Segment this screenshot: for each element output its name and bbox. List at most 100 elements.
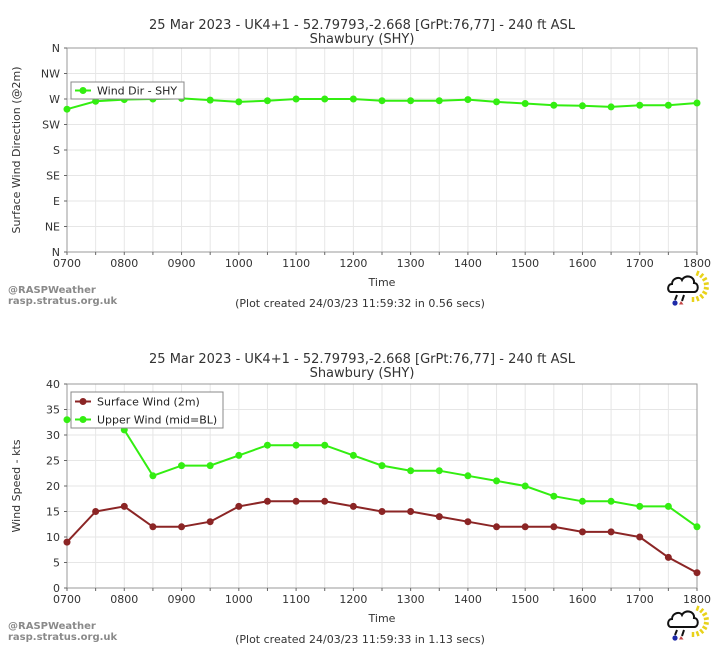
y-tick-label: NE — [45, 221, 60, 234]
data-point-0 — [607, 103, 615, 111]
x-tick-label: 0900 — [168, 257, 196, 270]
x-tick-label: 1100 — [282, 257, 310, 270]
sun-ray — [699, 607, 705, 614]
data-point-1 — [607, 497, 615, 505]
data-point-0 — [178, 523, 186, 531]
data-point-0 — [550, 523, 558, 531]
chart2-legend-box — [70, 391, 224, 429]
data-point-0 — [664, 553, 672, 561]
data-point-0 — [664, 101, 672, 109]
chart2-series — [63, 416, 701, 577]
sun-ray — [695, 270, 700, 277]
y-tick-label: 25 — [46, 455, 60, 468]
data-point-0 — [149, 523, 157, 531]
sun-ray — [701, 276, 708, 282]
y-tick-label: NW — [41, 68, 60, 81]
chart2-legend-swatch-upper-marker — [79, 416, 87, 423]
data-point-0 — [321, 497, 329, 505]
data-point-1 — [178, 462, 186, 470]
data-point-0 — [607, 528, 615, 536]
y-tick-label: 15 — [46, 506, 60, 519]
sun-ray — [703, 281, 709, 286]
rain-cloud-sun-icon — [667, 270, 709, 306]
chart1-legend-swatch-marker — [79, 87, 87, 94]
chart1-credit-handle: @RASPWeather — [8, 285, 96, 296]
sun-ray — [699, 272, 705, 279]
x-tick-label: 1000 — [225, 593, 253, 606]
chart1-title-line2: Shawbury (SHY) — [310, 32, 415, 47]
sun-ray — [701, 625, 708, 631]
data-point-0 — [378, 97, 386, 105]
data-point-0 — [263, 97, 271, 105]
chart1-series — [63, 94, 701, 113]
y-tick-label: 5 — [53, 557, 60, 570]
data-point-1 — [435, 467, 443, 475]
sun-ray — [695, 630, 700, 637]
sun-ray — [699, 628, 705, 635]
data-point-0 — [206, 518, 214, 526]
chart1-legend: Wind Dir - SHY — [70, 81, 185, 100]
data-point-0 — [636, 533, 644, 541]
data-point-1 — [149, 472, 157, 480]
y-tick-label: 0 — [53, 582, 60, 595]
chart2-legend-upper-label: Upper Wind (mid=BL) — [97, 414, 217, 427]
data-point-1 — [664, 502, 672, 510]
rain-drop-blue — [672, 300, 678, 306]
chart2-legend-swatch-surface-marker — [79, 398, 87, 405]
data-point-1 — [235, 451, 243, 459]
x-tick-label: 1500 — [511, 593, 539, 606]
x-tick-label: 1400 — [454, 257, 482, 270]
x-tick-label: 1500 — [511, 257, 539, 270]
data-point-0 — [521, 100, 529, 108]
data-point-1 — [349, 451, 357, 459]
data-point-0 — [92, 508, 100, 515]
sun-ray — [703, 286, 709, 291]
data-point-1 — [378, 462, 386, 470]
data-point-1 — [493, 477, 501, 485]
y-tick-label: 20 — [46, 480, 60, 493]
x-tick-label: 1700 — [626, 257, 654, 270]
y-tick-label: SW — [42, 119, 60, 132]
y-tick-label: E — [53, 195, 60, 208]
data-point-0 — [235, 98, 243, 106]
y-tick-label: S — [53, 144, 60, 157]
x-tick-label: 1300 — [397, 593, 425, 606]
data-point-0 — [292, 497, 300, 505]
data-point-0 — [550, 101, 558, 109]
data-point-1 — [263, 441, 271, 449]
chart1-y-axis-label: Surface Wind Direction (@2m) — [10, 66, 23, 233]
chart2-credit-handle: @RASPWeather — [8, 621, 96, 632]
chart1-gridlines — [66, 47, 698, 253]
chart1-x-axis-label: Time — [368, 276, 396, 289]
chart1-x-ticks: 0700 0800 0900 1000 1100 1200 1300 1400 1500 1600… — [53, 252, 711, 270]
rain-drop — [674, 629, 678, 636]
data-point-0 — [693, 569, 701, 577]
data-point-0 — [407, 508, 415, 515]
data-point-0 — [636, 101, 644, 109]
data-point-1 — [63, 416, 71, 424]
data-point-1 — [321, 441, 329, 449]
data-point-0 — [235, 502, 243, 510]
x-tick-label: 0900 — [168, 593, 196, 606]
sun-ray — [701, 611, 708, 617]
data-point-0 — [578, 528, 586, 536]
x-tick-label: 0800 — [110, 257, 138, 270]
data-point-1 — [636, 502, 644, 510]
chart2-legend-surface-label: Surface Wind (2m) — [97, 396, 200, 409]
wind-speed-chart: 25 Mar 2023 - UK4+1 - 52.79793,-2.668 [G… — [8, 352, 711, 646]
data-point-0 — [321, 95, 329, 103]
data-point-1 — [292, 441, 300, 449]
data-point-1 — [464, 472, 472, 480]
data-point-0 — [292, 95, 300, 103]
x-tick-label: 1100 — [282, 593, 310, 606]
data-point-1 — [407, 467, 415, 475]
y-tick-label: 35 — [46, 404, 60, 417]
wind-direction-chart: 25 Mar 2023 - UK4+1 - 52.79793,-2.668 [G… — [8, 18, 711, 310]
data-point-1 — [550, 492, 558, 500]
data-point-0 — [349, 502, 357, 510]
data-point-0 — [63, 105, 71, 113]
chart1-legend-label: Wind Dir - SHY — [97, 85, 177, 98]
chart2-y-ticks: 0 5 10 15 20 25 30 35 40 — [46, 378, 67, 595]
x-tick-label: 1200 — [339, 257, 367, 270]
data-point-0 — [578, 102, 586, 110]
